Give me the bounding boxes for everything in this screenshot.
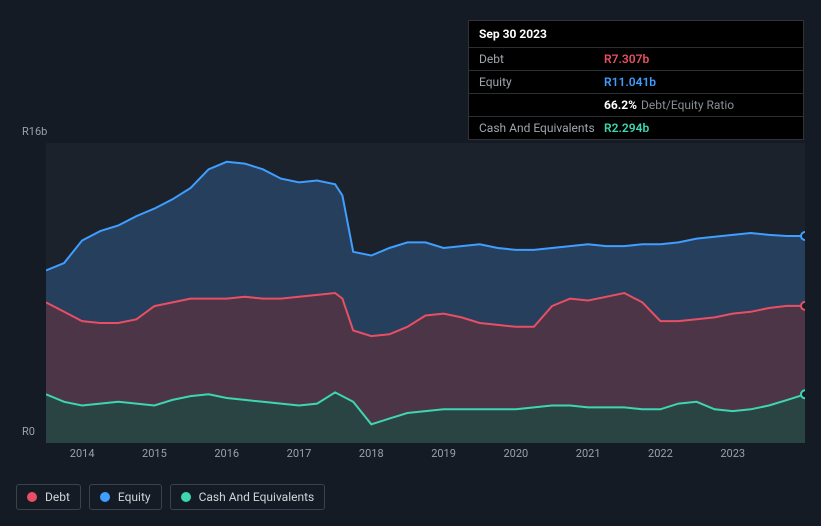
y-axis-bottom-label: R0 [22, 425, 35, 438]
x-tick: 2014 [70, 447, 95, 460]
tooltip-panel: Sep 30 2023 DebtR7.307bEquityR11.041b66.… [468, 20, 804, 140]
tooltip-row: 66.2%Debt/Equity Ratio [469, 94, 803, 117]
legend-item-cash[interactable]: Cash And Equivalents [170, 484, 326, 510]
legend: Debt Equity Cash And Equivalents [16, 484, 325, 510]
end-dot-cash [801, 390, 805, 398]
tooltip-row-label: Debt [479, 52, 604, 66]
x-tick: 2016 [214, 447, 239, 460]
tooltip-rows: DebtR7.307bEquityR11.041b66.2%Debt/Equit… [469, 48, 803, 139]
x-tick: 2015 [142, 447, 167, 460]
tooltip-row-label [479, 98, 604, 112]
tooltip-row-value: R11.041b [604, 75, 656, 89]
legend-swatch [27, 492, 37, 502]
tooltip-row-label: Cash And Equivalents [479, 121, 604, 135]
x-tick: 2018 [359, 447, 384, 460]
tooltip-row: EquityR11.041b [469, 71, 803, 94]
tooltip-ratio: 66.2%Debt/Equity Ratio [604, 98, 734, 112]
legend-label: Cash And Equivalents [199, 490, 315, 504]
legend-label: Equity [118, 490, 151, 504]
chart-svg[interactable] [46, 143, 805, 443]
legend-swatch [100, 492, 110, 502]
x-tick: 2021 [576, 447, 601, 460]
tooltip-row-label: Equity [479, 75, 604, 89]
legend-swatch [181, 492, 191, 502]
y-axis-top-label: R16b [22, 125, 47, 138]
tooltip-row-value: R7.307b [604, 52, 649, 66]
x-axis: 2014 2015 2016 2017 2018 2019 2020 2021 2022 2023 [46, 447, 805, 467]
legend-label: Debt [45, 490, 70, 504]
x-tick: 2022 [648, 447, 673, 460]
tooltip-row-value: R2.294b [604, 121, 649, 135]
tooltip-row: DebtR7.307b [469, 48, 803, 71]
tooltip-date: Sep 30 2023 [469, 21, 803, 48]
end-dot-equity [801, 232, 805, 240]
end-dot-debt [801, 302, 805, 310]
x-tick: 2020 [503, 447, 528, 460]
x-tick: 2023 [720, 447, 745, 460]
x-tick: 2019 [431, 447, 456, 460]
tooltip-row: Cash And EquivalentsR2.294b [469, 117, 803, 139]
legend-item-debt[interactable]: Debt [16, 484, 81, 510]
x-tick: 2017 [287, 447, 312, 460]
legend-item-equity[interactable]: Equity [89, 484, 162, 510]
